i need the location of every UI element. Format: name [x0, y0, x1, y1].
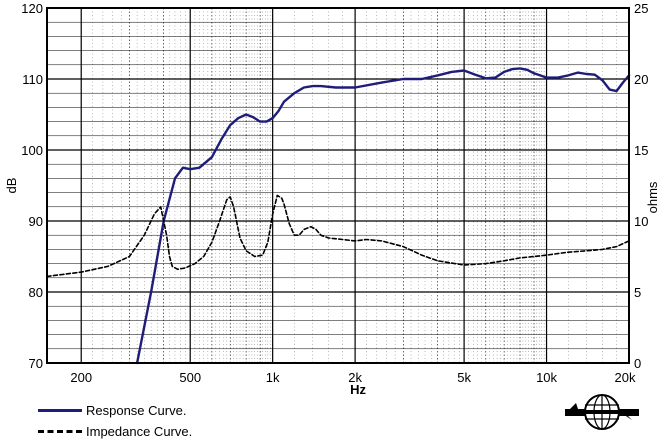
brand-logo — [565, 394, 639, 430]
y-tick-label: 90 — [29, 214, 43, 229]
curves — [46, 67, 631, 365]
x-tick-label: 5k — [457, 370, 471, 385]
response-curve — [135, 67, 631, 365]
grid — [47, 8, 630, 363]
x-tick-label: 2k — [348, 370, 362, 385]
legend-impedance: Impedance Curve. — [38, 424, 192, 439]
legend-impedance-label: Impedance Curve. — [86, 424, 193, 439]
y2-tick-label: 0 — [634, 356, 641, 371]
tick-labels: 200 500 1k 2k 5k 10k 20k 70 80 90 100 110 120 0 5 10 15 2… — [21, 1, 648, 385]
impedance-curve — [46, 194, 630, 278]
y-tick-label: 80 — [29, 285, 43, 300]
y2-axis-label: ohms — [645, 181, 660, 213]
legend-response-label: Response Curve. — [86, 403, 187, 418]
legend-impedance-swatch — [38, 430, 82, 433]
x-tick-label: 1k — [266, 370, 280, 385]
x-axis-label: Hz — [350, 382, 366, 397]
x-tick-label: 200 — [70, 370, 92, 385]
y-tick-label: 100 — [21, 143, 43, 158]
y-tick-label: 110 — [22, 72, 43, 87]
x-tick-label: 500 — [179, 370, 201, 385]
y2-tick-label: 25 — [634, 1, 648, 16]
legend-response-swatch — [38, 409, 82, 412]
y2-tick-label: 5 — [634, 285, 641, 300]
y2-tick-label: 10 — [634, 214, 648, 229]
legend-response: Response Curve. — [38, 403, 186, 418]
y2-tick-label: 20 — [634, 72, 648, 87]
x-tick-label: 10k — [536, 370, 557, 385]
y-tick-label: 120 — [21, 1, 43, 16]
x-tick-label: 20k — [615, 370, 636, 385]
plot-frame — [46, 7, 630, 364]
y-axis-label: dB — [4, 178, 19, 194]
y2-tick-label: 15 — [634, 143, 648, 158]
y-tick-label: 70 — [29, 356, 43, 371]
